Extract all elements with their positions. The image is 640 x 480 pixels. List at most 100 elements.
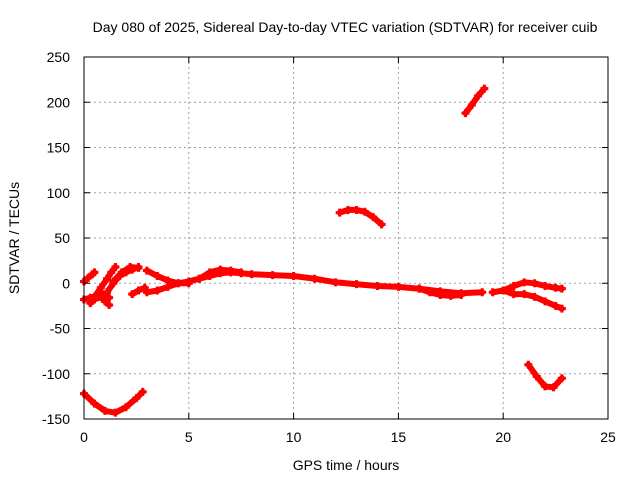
- data-point: [509, 290, 518, 299]
- data-point: [111, 262, 120, 271]
- data-point: [530, 279, 539, 288]
- data-point: [142, 266, 151, 275]
- data-point: [541, 297, 550, 306]
- x-tick-label: 0: [80, 429, 88, 445]
- axis-ticks: 0 5 10 15 20 25 -150 -100 -50 0 50 100 150 200 250: [42, 49, 616, 445]
- y-tick-label: 0: [62, 275, 70, 291]
- y-tick-label: -100: [42, 366, 70, 382]
- data-point: [499, 286, 508, 295]
- data-point: [111, 408, 120, 417]
- data-point: [524, 360, 533, 369]
- y-tick-label: -50: [50, 321, 70, 337]
- data-point: [268, 271, 277, 280]
- data-point: [377, 220, 386, 229]
- data-point: [134, 286, 143, 295]
- data-point: [415, 284, 424, 293]
- data-point: [551, 301, 560, 310]
- data-point: [142, 288, 151, 297]
- data-point: [549, 383, 558, 392]
- data-point: [425, 288, 434, 297]
- series-arc-16: [462, 85, 488, 117]
- y-axis-title: SDTVAR / TECUs: [6, 182, 22, 294]
- data-point: [373, 281, 382, 290]
- data-point: [557, 284, 566, 293]
- data-point: [509, 281, 518, 290]
- data-point: [107, 268, 116, 277]
- data-point: [310, 274, 319, 283]
- data-point: [436, 291, 445, 300]
- data-point: [446, 291, 455, 300]
- data-point: [474, 91, 483, 100]
- y-tick-label: 150: [47, 140, 71, 156]
- data-point: [126, 262, 135, 271]
- y-tick-label: 100: [47, 185, 71, 201]
- data-point: [90, 399, 99, 408]
- data-point: [394, 282, 403, 291]
- data-point: [331, 278, 340, 287]
- x-tick-label: 20: [495, 429, 511, 445]
- data-point: [226, 266, 235, 275]
- data-point: [541, 382, 550, 391]
- data-point: [138, 387, 147, 396]
- data-point: [369, 213, 378, 222]
- data-point: [541, 281, 550, 290]
- series-arc-6: [110, 264, 142, 285]
- data-point: [344, 205, 353, 214]
- data-point: [205, 268, 214, 277]
- data-point: [461, 109, 470, 118]
- data-point: [86, 299, 95, 308]
- data-point: [247, 270, 256, 279]
- chart-title: Day 080 of 2025, Sidereal Day-to-day VTE…: [93, 19, 598, 35]
- data-point: [520, 290, 529, 299]
- data-point: [478, 288, 487, 297]
- data-point: [360, 207, 369, 216]
- data-point: [467, 100, 476, 109]
- data-point: [103, 288, 112, 297]
- data-point: [96, 292, 105, 301]
- data-point: [532, 372, 541, 381]
- data-point: [520, 278, 529, 287]
- data-point: [134, 263, 143, 272]
- data-point: [480, 84, 489, 93]
- data-point: [128, 290, 137, 299]
- data-point: [109, 277, 118, 286]
- data-point: [96, 283, 105, 292]
- data-point: [195, 274, 204, 283]
- data-point: [132, 394, 141, 403]
- data-point: [121, 403, 130, 412]
- x-tick-label: 10: [286, 429, 302, 445]
- series-group: [80, 84, 566, 417]
- data-point: [105, 293, 114, 302]
- data-point: [530, 292, 539, 301]
- data-point: [153, 286, 162, 295]
- data-point: [352, 205, 361, 214]
- series-arc-9: [143, 269, 486, 297]
- data-point: [184, 277, 193, 286]
- x-tick-label: 15: [391, 429, 407, 445]
- x-tick-label: 5: [185, 429, 193, 445]
- data-point: [216, 265, 225, 274]
- y-tick-label: 50: [54, 230, 70, 246]
- data-point: [100, 297, 109, 306]
- data-point: [557, 304, 566, 313]
- data-point: [289, 272, 298, 281]
- data-point: [90, 295, 99, 304]
- data-point: [117, 268, 126, 277]
- data-point: [84, 273, 93, 282]
- data-point: [237, 268, 246, 277]
- data-point: [335, 208, 344, 217]
- data-point: [352, 280, 361, 289]
- data-point: [488, 288, 497, 297]
- data-point: [105, 300, 114, 309]
- data-point: [174, 279, 183, 288]
- y-tick-label: 250: [47, 49, 71, 65]
- data-point: [103, 274, 112, 283]
- x-axis-title: GPS time / hours: [293, 457, 400, 473]
- y-tick-label: 200: [47, 94, 71, 110]
- data-point: [163, 282, 172, 291]
- data-point: [153, 272, 162, 281]
- data-point: [457, 291, 466, 300]
- data-point: [90, 268, 99, 277]
- data-point: [557, 374, 566, 383]
